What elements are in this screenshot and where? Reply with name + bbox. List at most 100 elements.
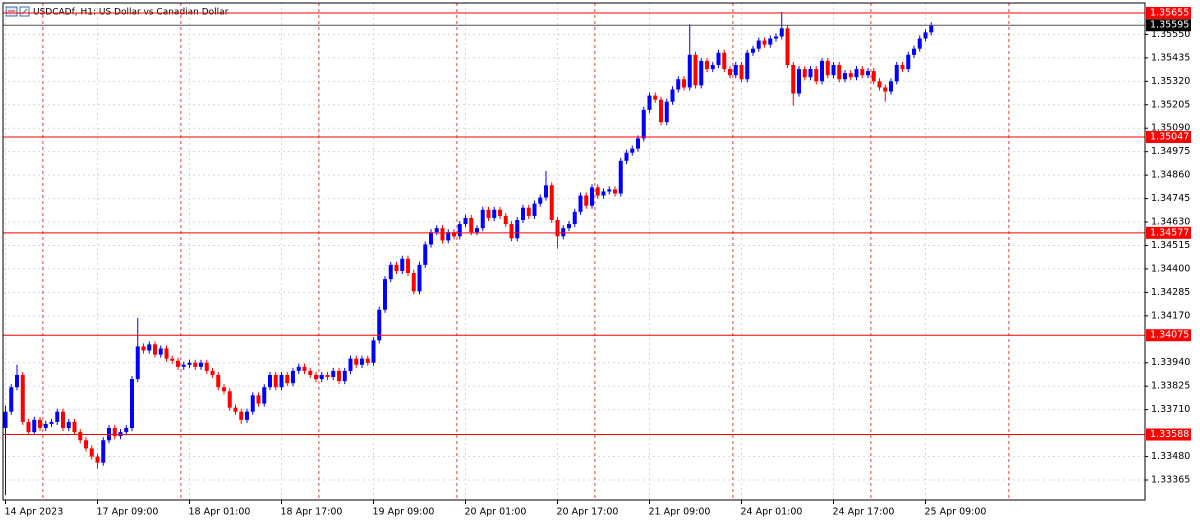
- candle-body: [199, 362, 203, 367]
- candle-body: [722, 52, 727, 70]
- candle-body: [66, 421, 71, 429]
- candle-body: [9, 387, 14, 412]
- candle-body: [572, 211, 577, 225]
- x-tick-label: 19 Apr 09:00: [373, 507, 435, 518]
- candle-body: [348, 358, 353, 371]
- candle-body: [607, 189, 612, 192]
- candle-body: [250, 395, 255, 412]
- x-tick-label: 18 Apr 01:00: [189, 507, 251, 518]
- candle-body: [521, 207, 525, 220]
- level-label: 1.34577: [1150, 227, 1189, 238]
- level-label-bg: [1146, 6, 1191, 19]
- y-tick-label: 1.34860: [1151, 170, 1190, 181]
- y-tick-label: 1.35550: [1151, 29, 1190, 40]
- candle-body: [285, 374, 290, 384]
- candle-body: [256, 395, 261, 404]
- candle-body: [791, 64, 796, 94]
- y-tick-label: 1.35205: [1151, 99, 1190, 110]
- candle-body: [279, 374, 284, 388]
- candle-body: [331, 370, 336, 378]
- candle-body: [687, 54, 692, 88]
- y-tick-label: 1.34515: [1151, 240, 1190, 251]
- candle-body: [245, 411, 249, 420]
- candle-body: [866, 71, 870, 76]
- candle-body: [342, 370, 347, 382]
- y-tick-label: 1.33480: [1151, 451, 1190, 462]
- candle-body: [613, 189, 617, 194]
- candle-body: [193, 362, 198, 367]
- candle-body: [210, 370, 215, 375]
- candle-body: [912, 48, 916, 55]
- candle-body: [164, 348, 169, 359]
- candle-body: [653, 95, 658, 100]
- candle-body: [693, 54, 698, 86]
- level-label: 1.35655: [1150, 7, 1189, 18]
- candle-body: [538, 197, 543, 204]
- candle-body: [429, 232, 433, 245]
- candle-body: [268, 374, 272, 388]
- candle-body: [3, 411, 8, 429]
- candle-body: [273, 374, 278, 388]
- price-label-bg: [1146, 19, 1191, 32]
- candle-body: [101, 440, 106, 463]
- candle-body: [802, 69, 807, 78]
- candle-body: [463, 217, 468, 225]
- candle-body: [457, 224, 462, 237]
- x-tick-label: 14 Apr 2023: [5, 507, 64, 518]
- candle-body: [135, 346, 140, 380]
- candle-body: [377, 309, 382, 341]
- candle-body: [78, 432, 83, 441]
- candle-body: [325, 374, 330, 378]
- candle-body: [728, 69, 732, 76]
- candle-body: [319, 374, 324, 380]
- candle-body: [860, 69, 865, 76]
- candle-body: [515, 219, 520, 239]
- x-tick-label: 17 Apr 09:00: [97, 507, 159, 518]
- candle-body: [682, 79, 686, 88]
- candle-body: [595, 187, 600, 196]
- candle-body: [158, 348, 163, 355]
- candle-body: [32, 419, 37, 433]
- candle-body: [452, 232, 456, 237]
- candle-body: [314, 374, 318, 380]
- candle-body: [112, 428, 117, 437]
- candle-body: [15, 374, 19, 388]
- x-tick-label: 24 Apr 01:00: [741, 507, 803, 518]
- candle-body: [181, 364, 186, 367]
- candle-body: [296, 366, 301, 371]
- candle-body: [153, 344, 157, 355]
- candle-body: [204, 362, 209, 371]
- candle-body: [659, 99, 663, 123]
- candle-body: [423, 244, 428, 265]
- candle-body: [854, 69, 859, 78]
- candle-body: [751, 48, 755, 53]
- candle-body: [733, 64, 738, 76]
- level-label: 1.34075: [1150, 330, 1189, 341]
- y-tick-label: 1.33825: [1151, 381, 1190, 392]
- x-tick-label: 24 Apr 17:00: [833, 507, 895, 518]
- level-label-bg: [1146, 428, 1191, 441]
- candle-body: [434, 228, 439, 233]
- candle-body: [641, 109, 646, 139]
- candle-body: [147, 344, 152, 351]
- candle-body: [647, 95, 652, 110]
- candle-body: [354, 358, 359, 365]
- candle-body: [768, 38, 773, 45]
- y-tick-label: 1.34285: [1151, 287, 1190, 298]
- candle-body: [894, 64, 899, 82]
- candle-body: [555, 219, 560, 237]
- candle-body: [486, 209, 491, 218]
- candle-body: [417, 264, 422, 292]
- x-tick-label: 25 Apr 09:00: [925, 507, 987, 518]
- candle-body: [716, 52, 721, 65]
- candle-body: [549, 185, 554, 220]
- candle-body: [239, 411, 244, 420]
- candle-body: [337, 370, 341, 382]
- y-tick-label: 1.35435: [1151, 52, 1190, 63]
- candle-body: [55, 411, 60, 422]
- candle-body: [762, 40, 767, 45]
- y-tick-label: 1.34170: [1151, 310, 1190, 321]
- x-tick-label: 20 Apr 17:00: [557, 507, 619, 518]
